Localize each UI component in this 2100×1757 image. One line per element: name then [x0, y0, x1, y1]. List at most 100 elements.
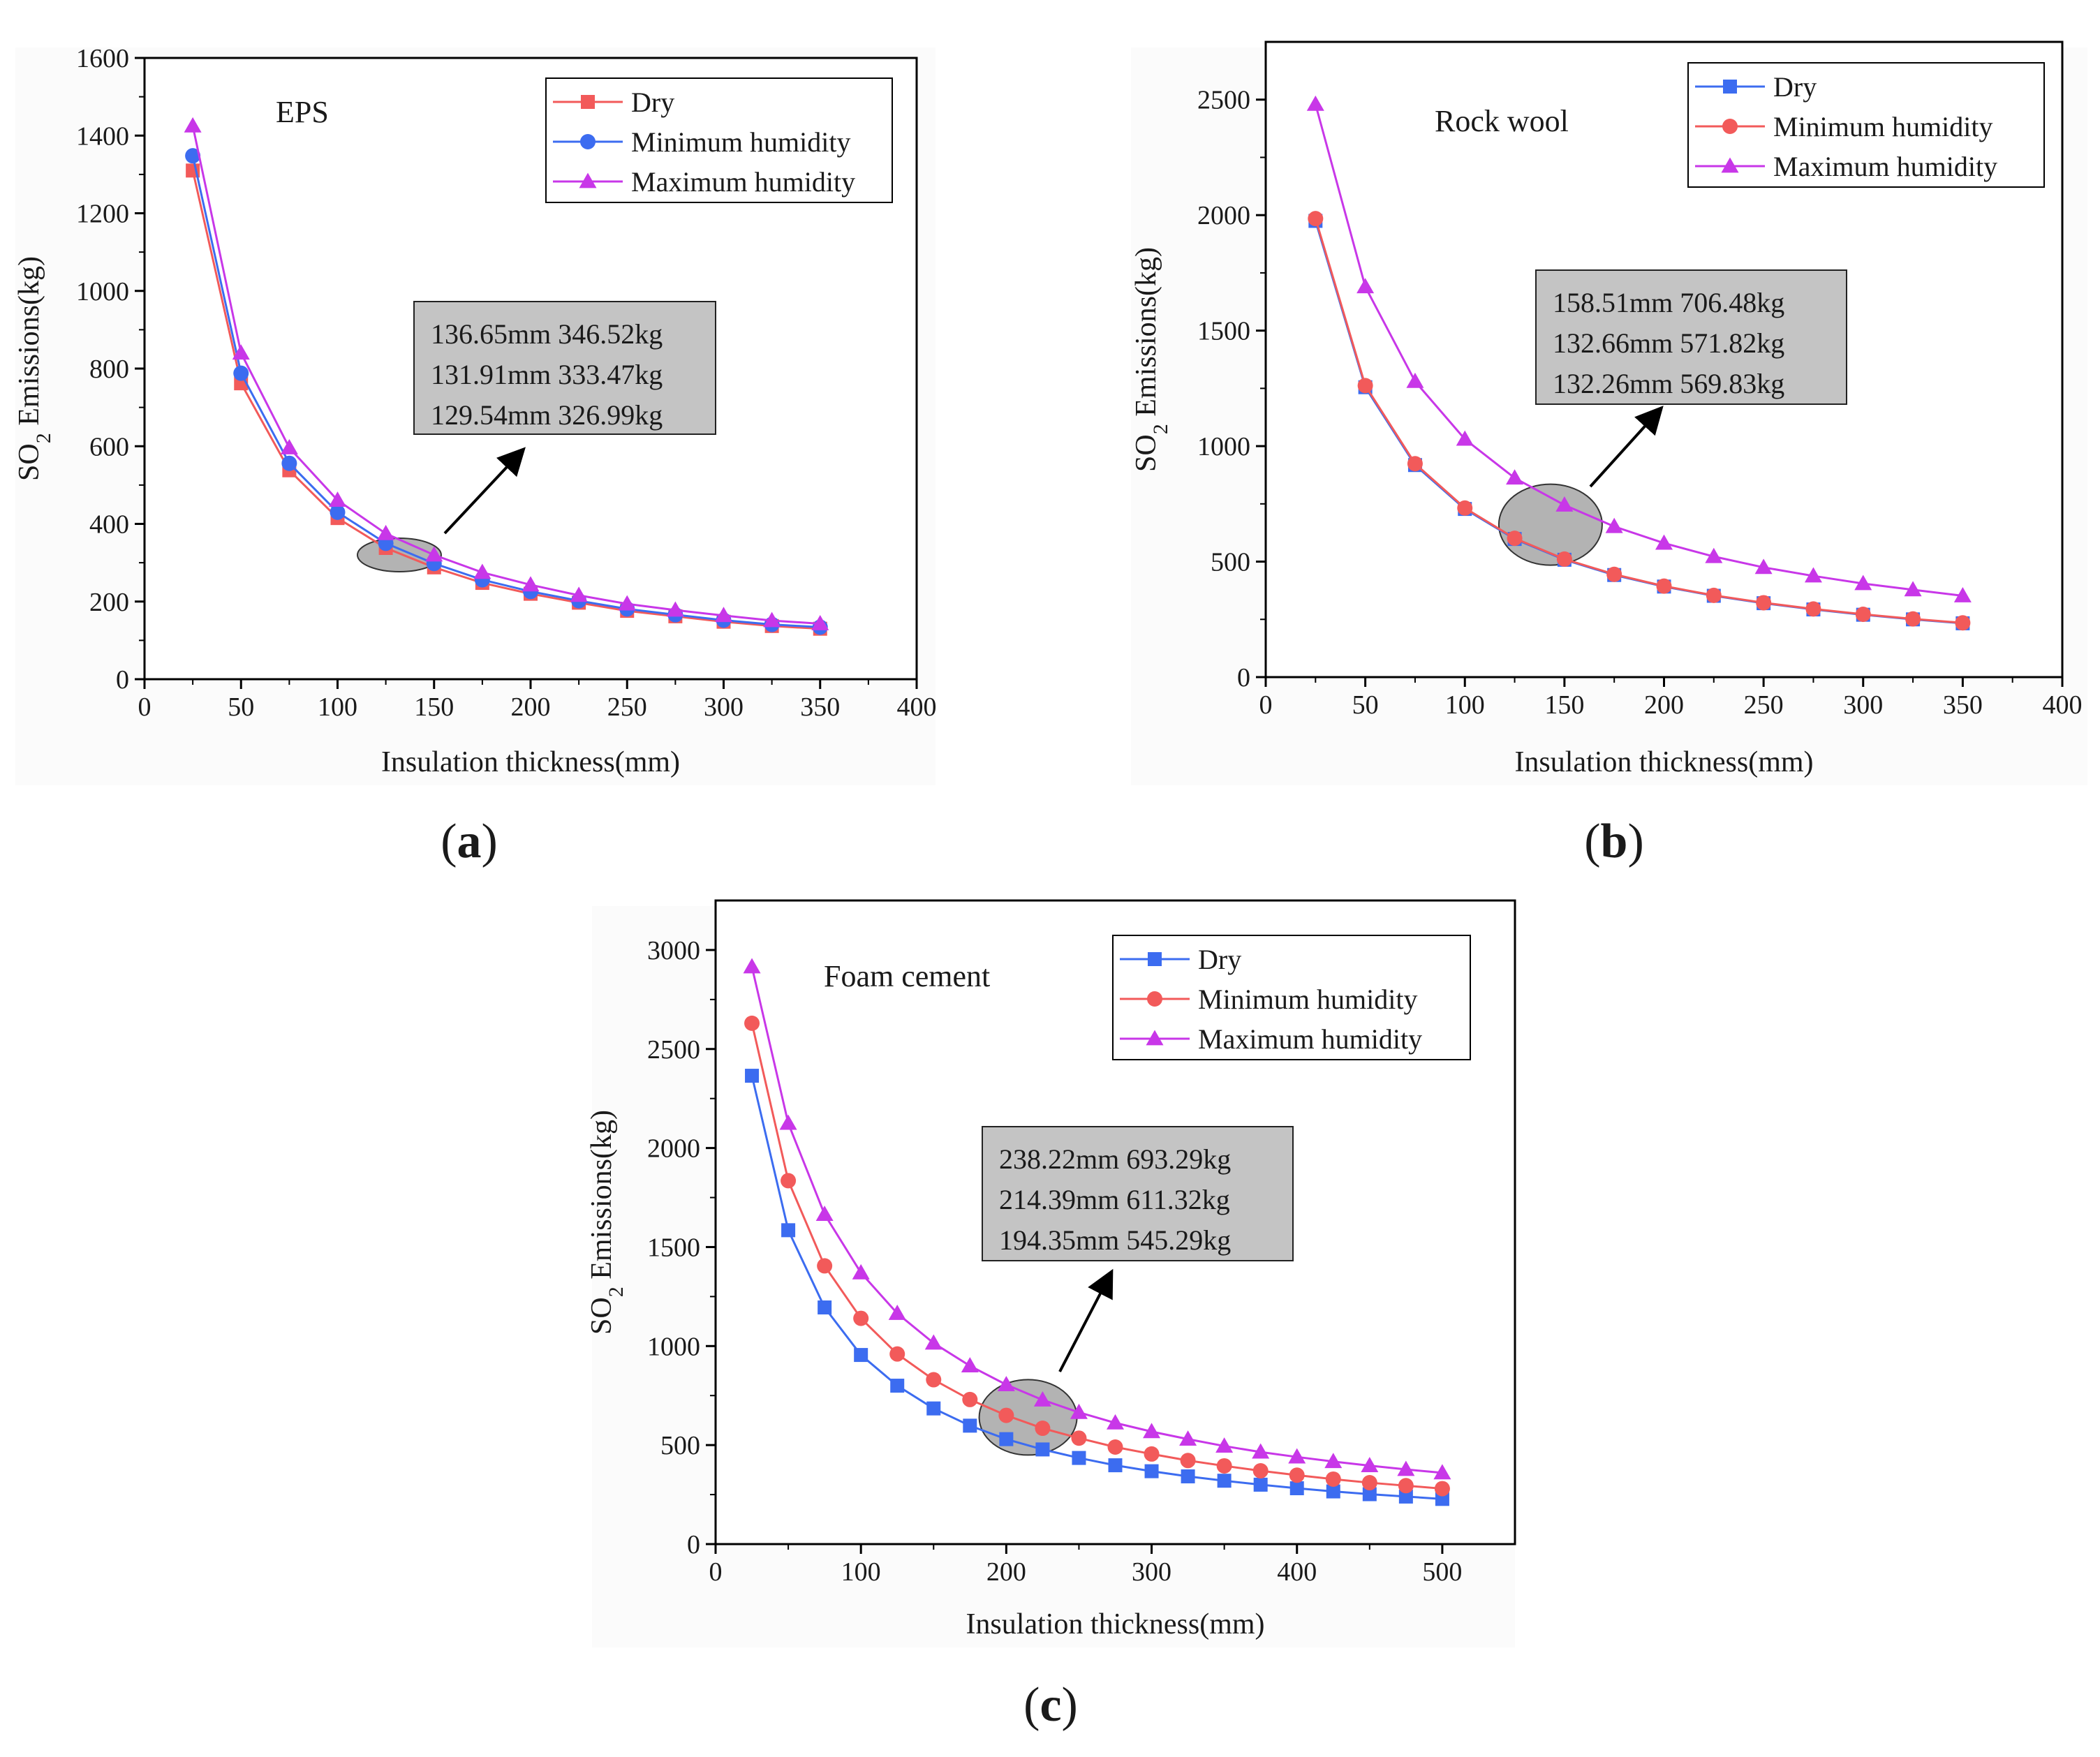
data-point — [1905, 611, 1921, 627]
y-tick-label: 600 — [89, 432, 129, 461]
data-point — [744, 1015, 760, 1031]
y-tick-label: 2500 — [647, 1035, 700, 1065]
y-tick-label: 0 — [116, 665, 129, 695]
data-point — [1655, 534, 1673, 550]
data-point — [1253, 1477, 1268, 1492]
data-point — [1326, 1484, 1340, 1499]
chart-panel-b: SO2 Emissions(kg) Insulation thickness(m… — [1130, 40, 2087, 868]
data-point — [1656, 578, 1672, 594]
x-tick-label: 350 — [1943, 690, 1983, 720]
data-point — [715, 607, 732, 623]
data-point — [1397, 1460, 1415, 1476]
data-point — [961, 1357, 979, 1373]
x-tick-label: 100 — [841, 1557, 881, 1587]
legend-swatch-marker — [1721, 157, 1739, 173]
data-point — [1252, 1463, 1269, 1479]
data-point — [618, 595, 636, 611]
legend-label: Minimum humidity — [1198, 984, 1417, 1015]
data-point — [1855, 606, 1871, 622]
data-point — [1556, 551, 1572, 567]
series-line-minimum-humidity — [191, 155, 820, 628]
annotation-background — [982, 1126, 1294, 1261]
data-point — [329, 491, 346, 507]
y-tick-label: 3000 — [647, 936, 700, 965]
data-point — [1705, 547, 1723, 563]
annotation-background — [413, 301, 716, 435]
legend-label: Dry — [631, 87, 674, 118]
data-point — [1181, 1469, 1195, 1483]
data-point — [1356, 278, 1375, 294]
data-point — [1406, 372, 1424, 388]
data-point — [1361, 1475, 1377, 1491]
data-point — [1506, 469, 1524, 485]
chart-title: EPS — [276, 95, 329, 129]
legend: Dry Minimum humidity Maximum humidity — [1687, 62, 2045, 188]
data-point — [1289, 1481, 1304, 1495]
legend-label: Maximum humidity — [631, 166, 855, 198]
data-point — [1072, 1451, 1086, 1465]
x-tick-label: 200 — [511, 692, 551, 722]
data-point — [1456, 430, 1474, 446]
data-point — [1143, 1423, 1161, 1439]
data-point — [1306, 95, 1324, 111]
data-point — [1398, 1489, 1413, 1504]
data-point — [570, 586, 588, 602]
data-point — [281, 455, 297, 471]
annotation-background — [1535, 269, 1847, 405]
data-point — [377, 524, 395, 540]
data-point — [1756, 595, 1772, 611]
data-point — [1324, 1453, 1343, 1469]
chart-panel-c: SO2 Emissions(kg) Insulation thickness(m… — [586, 899, 1516, 1732]
y-axis-title: SO2 Emissions(kg) — [13, 256, 55, 481]
x-tick-label: 350 — [800, 692, 840, 722]
data-point — [743, 958, 761, 974]
y-tick-label: 200 — [89, 588, 129, 617]
data-point — [1398, 1478, 1414, 1494]
x-tick-label: 150 — [414, 692, 454, 722]
legend-swatch-marker — [1148, 952, 1162, 966]
data-point — [1507, 531, 1523, 547]
data-point — [811, 614, 829, 630]
x-tick-label: 150 — [1544, 690, 1584, 720]
data-point — [1325, 1471, 1341, 1487]
series-line-dry — [191, 170, 820, 630]
data-point — [1108, 1458, 1123, 1473]
data-point — [1433, 1464, 1451, 1480]
legend-label: Maximum humidity — [1198, 1023, 1422, 1055]
y-tick-label: 1000 — [647, 1332, 700, 1361]
data-point — [818, 1300, 832, 1314]
data-point — [1289, 1467, 1305, 1483]
data-point — [997, 1376, 1015, 1392]
legend-swatch-marker — [1723, 80, 1737, 94]
annotation-arrow — [1589, 406, 1664, 488]
legend-swatch-marker — [1722, 119, 1738, 134]
legend-swatch-marker — [580, 134, 596, 149]
data-point — [1033, 1391, 1051, 1407]
x-tick-label: 250 — [1744, 690, 1784, 720]
x-tick-label: 0 — [1259, 690, 1273, 720]
data-point — [963, 1418, 977, 1433]
data-point — [1308, 211, 1324, 227]
data-point — [1288, 1448, 1306, 1464]
x-axis-title: Insulation thickness(mm) — [381, 746, 680, 778]
data-point — [185, 148, 201, 164]
legend-label: Dry — [1773, 71, 1817, 103]
x-tick-label: 0 — [709, 1557, 723, 1587]
data-point — [1179, 1430, 1197, 1446]
y-tick-label: 2500 — [1197, 86, 1250, 115]
data-point — [854, 1348, 868, 1363]
series-line-maximum-humidity — [750, 966, 1443, 1474]
data-point — [1606, 566, 1622, 582]
annotation-line: 129.54mm 326.99kg — [431, 399, 663, 431]
data-point — [1217, 1474, 1232, 1488]
data-point — [1107, 1439, 1123, 1455]
chart-panel-a: SO2 Emissions(kg) Insulation thickness(m… — [13, 44, 937, 868]
x-tick-label: 200 — [986, 1557, 1026, 1587]
x-tick-label: 50 — [1352, 690, 1379, 720]
highlight-ellipse — [1498, 483, 1603, 566]
data-point — [924, 1334, 942, 1350]
legend-swatch-marker — [1147, 991, 1162, 1007]
annotation-line: 132.26mm 569.83kg — [1553, 368, 1784, 399]
data-point — [890, 1379, 905, 1393]
